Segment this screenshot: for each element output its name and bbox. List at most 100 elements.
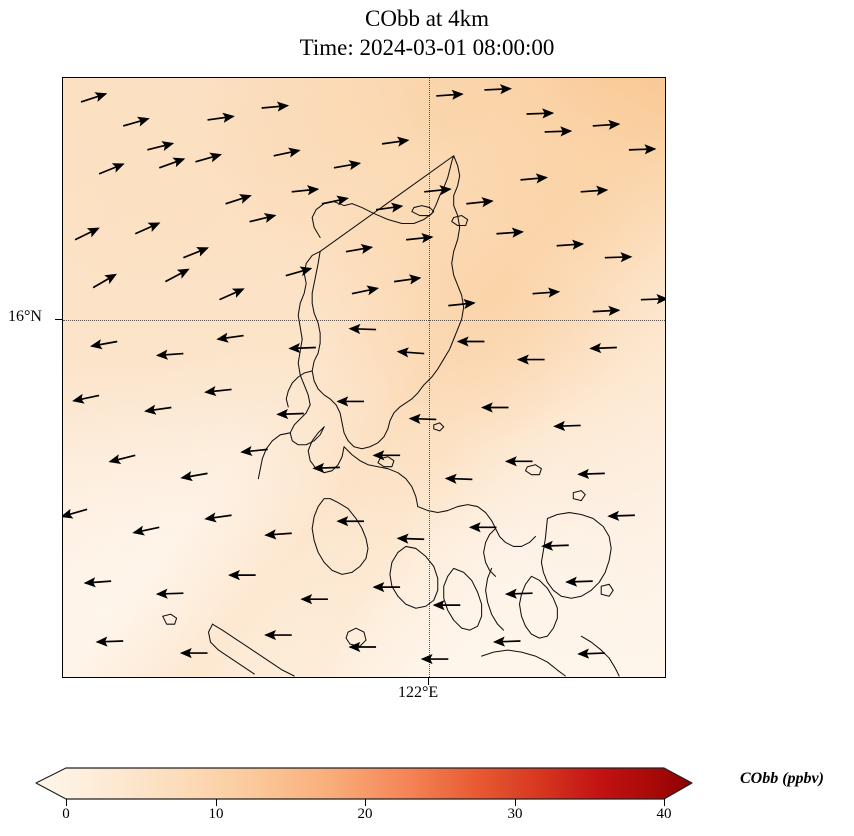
wind-arrow — [261, 101, 290, 112]
wind-arrow — [628, 144, 657, 155]
wind-arrow — [95, 636, 124, 647]
wind-arrow — [604, 252, 633, 263]
colorbar-tick-label-40: 40 — [656, 806, 672, 822]
colorbar-tick-20 — [365, 799, 367, 806]
wind-arrow — [424, 185, 452, 196]
wind-arrow — [249, 213, 277, 223]
wind-arrow — [544, 126, 573, 137]
wind-arrow — [219, 288, 245, 301]
wind-arrow — [180, 471, 208, 482]
wind-arrow — [288, 343, 316, 354]
ytick-label-16n: 16°N — [8, 308, 42, 325]
wind-arrow — [158, 157, 186, 169]
wind-arrow — [492, 636, 521, 647]
wind-arrow — [333, 160, 362, 171]
wind-arrow — [98, 163, 125, 175]
wind-arrow — [532, 287, 561, 298]
wind-arrow — [448, 298, 476, 310]
page-title: CObb at 4km — [365, 6, 489, 31]
gridline-overlay — [63, 78, 665, 677]
wind-arrow — [348, 323, 377, 335]
colorbar-tick-label-10: 10 — [208, 806, 224, 822]
wind-arrow — [147, 141, 175, 151]
wind-arrow — [436, 89, 464, 100]
wind-arrow — [640, 294, 665, 305]
wind-arrow — [207, 112, 235, 123]
wind-arrow — [204, 386, 232, 397]
wind-arrow — [83, 577, 112, 588]
wind-arrow — [592, 119, 621, 130]
wind-arrow — [541, 540, 569, 551]
colorbar-tick-label-30: 30 — [507, 806, 523, 822]
wind-arrow — [134, 222, 161, 235]
gridline-lon-122e — [429, 78, 430, 677]
ytick-mark-16n — [55, 318, 62, 320]
colorbar-tick-30 — [514, 799, 516, 806]
wind-arrow — [484, 84, 513, 95]
wind-arrow — [155, 588, 184, 599]
wind-arrow — [396, 533, 425, 544]
wind-arrow — [589, 343, 617, 354]
wind-arrow — [132, 525, 160, 536]
concentration-field — [63, 78, 665, 677]
wind-arrow — [520, 173, 548, 184]
wind-arrow — [408, 413, 437, 424]
wind-arrow — [312, 462, 340, 474]
wind-arrow — [225, 194, 252, 205]
wind-arrow — [526, 108, 555, 119]
wind-arrow — [291, 185, 320, 196]
wind-arrow — [577, 648, 605, 659]
xtick-mark-122e — [427, 678, 429, 685]
wind-arrow — [580, 185, 609, 196]
wind-arrow — [92, 273, 117, 289]
wind-vector-overlay — [63, 84, 665, 665]
wind-arrow — [74, 227, 100, 241]
wind-arrow — [90, 339, 118, 350]
wind-arrow — [396, 347, 425, 358]
wind-arrow — [607, 510, 635, 521]
wind-arrow — [63, 508, 88, 519]
wind-arrow — [351, 285, 380, 296]
xtick-label-122e: 122°E — [398, 684, 439, 701]
wind-arrow — [108, 454, 136, 465]
wind-arrow — [164, 268, 190, 283]
wind-arrow — [240, 445, 268, 457]
wind-arrow — [553, 420, 581, 432]
wind-arrow — [565, 576, 593, 587]
wind-arrow — [556, 239, 585, 250]
wind-arrow — [444, 473, 473, 484]
wind-arrow — [72, 393, 100, 404]
wind-arrow — [80, 92, 108, 103]
wind-arrow — [577, 468, 605, 480]
wind-arrow — [285, 266, 313, 277]
wind-arrow — [466, 197, 494, 208]
title-block: CObb at 4km Time: 2024-03-01 08:00:00 — [0, 4, 854, 62]
wind-arrow — [504, 588, 533, 599]
wind-arrow — [393, 274, 422, 285]
wind-arrow — [375, 202, 404, 213]
wind-arrow — [264, 529, 292, 540]
colorbar-tick-0 — [66, 799, 68, 806]
colorbar-tick-40 — [664, 799, 666, 806]
wind-arrow — [321, 195, 349, 206]
wind-arrow — [204, 512, 232, 523]
colorbar-tick-label-0: 0 — [62, 806, 70, 822]
wind-arrow — [122, 116, 150, 127]
wind-arrow — [155, 349, 184, 360]
map-plot-area — [62, 77, 666, 678]
wind-arrow — [216, 332, 244, 343]
wind-arrow — [592, 305, 621, 316]
wind-arrow — [496, 227, 524, 238]
colorbar-axis-label: CObb (ppbv) — [740, 770, 824, 787]
smoke-plume-streaks — [63, 78, 665, 677]
wind-arrow — [345, 243, 374, 255]
gridline-lat-16n — [63, 320, 665, 321]
wind-arrow — [144, 404, 172, 415]
wind-arrow — [273, 147, 301, 158]
wind-arrow — [195, 152, 223, 163]
wind-arrow — [183, 247, 209, 259]
wind-arrow — [381, 136, 410, 147]
colorbar-tick-label-20: 20 — [357, 806, 373, 822]
wind-arrow — [276, 408, 304, 420]
